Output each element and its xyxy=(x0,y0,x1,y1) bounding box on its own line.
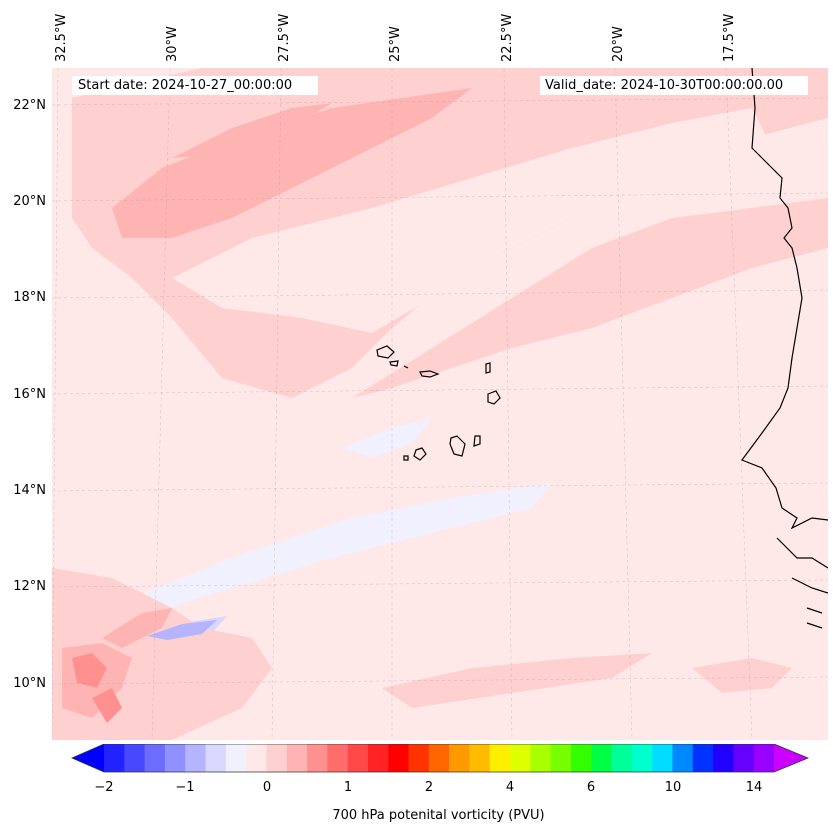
colorbar-segment xyxy=(144,744,166,772)
colorbar-segment xyxy=(124,744,146,772)
cbar-tick-6: 6 xyxy=(586,780,596,795)
cbar-tick-neg1: −1 xyxy=(175,780,195,795)
colorbar-label: 700 hPa potenital vorticity (PVU) xyxy=(332,808,545,823)
colorbar-extend-max xyxy=(774,744,808,772)
cbar-tick-10: 10 xyxy=(664,780,682,795)
map-gridlines xyxy=(52,68,828,740)
cbar-tick-0: 0 xyxy=(262,780,272,795)
pv-patch-upper-left xyxy=(112,88,472,238)
colorbar-segment xyxy=(611,744,633,772)
cbar-tick-14: 14 xyxy=(745,780,763,795)
lat-label-14n: 14°N xyxy=(13,483,46,498)
colorbar-segment xyxy=(449,744,470,772)
lon-label-20w: 20°W xyxy=(611,26,626,62)
colorbar-segment xyxy=(530,744,552,772)
lon-label-22-5w: 22.5°W xyxy=(500,13,515,62)
colorbar-segments xyxy=(72,744,808,772)
lat-label-10n: 10°N xyxy=(13,676,46,691)
colorbar-segment xyxy=(104,744,125,772)
pv-map xyxy=(52,68,828,740)
africa-coastline xyxy=(741,68,828,530)
colorbar-segment xyxy=(692,744,714,772)
lat-label-18n: 18°N xyxy=(13,290,46,305)
colorbar-segment xyxy=(428,744,450,772)
pv-patch-sw-band xyxy=(102,608,172,648)
colorbar-segment xyxy=(225,744,247,772)
pv-negative-band xyxy=(132,483,552,613)
colorbar-segment xyxy=(327,744,349,772)
colorbar-segment xyxy=(652,744,673,772)
valid-date-label: Valid_date: 2024-10-30T00:00:00.00 xyxy=(540,76,808,95)
lat-label-20n: 20°N xyxy=(13,194,46,209)
colorbar-segment xyxy=(367,744,389,772)
cbar-tick-1: 1 xyxy=(343,780,353,795)
colorbar-segment xyxy=(672,744,694,772)
colorbar-segment xyxy=(307,744,328,772)
pv-patch-upper-mid xyxy=(172,103,332,158)
lat-label-22n: 22°N xyxy=(13,98,46,113)
colorbar-segment xyxy=(631,744,653,772)
colorbar-segment xyxy=(164,744,186,772)
colorbar-segment xyxy=(185,744,207,772)
colorbar-segment xyxy=(246,744,267,772)
colorbar-segment xyxy=(713,744,734,772)
pv-patch-lower-left-core xyxy=(72,653,107,688)
colorbar-segment xyxy=(733,744,755,772)
colorbar-segment xyxy=(510,744,531,772)
cape-verde-islands xyxy=(376,345,501,461)
colorbar-segment xyxy=(550,744,572,772)
colorbar-segment xyxy=(388,744,410,772)
colorbar-segment xyxy=(408,744,430,772)
colorbar-segment xyxy=(266,744,288,772)
colorbar-segment xyxy=(489,744,511,772)
cbar-tick-neg2: −2 xyxy=(94,780,114,795)
lat-label-12n: 12°N xyxy=(13,579,46,594)
lat-label-16n: 16°N xyxy=(13,387,46,402)
colorbar-segment xyxy=(469,744,491,772)
colorbar-outline xyxy=(71,744,810,773)
colorbar-extend-min xyxy=(72,744,104,772)
colorbar-segment xyxy=(286,744,308,772)
pv-patch-bottom xyxy=(382,653,652,708)
pv-negative-patch-islands xyxy=(342,418,432,458)
pv-negative-patch-lower xyxy=(147,620,217,640)
start-date-label: Start date: 2024-10-27_00:00:00 xyxy=(72,76,318,95)
lon-label-30w: 30°W xyxy=(165,26,180,62)
colorbar-segment xyxy=(347,744,369,772)
lon-label-27-5w: 27.5°W xyxy=(277,13,292,62)
lon-label-32-5w: 32.5°W xyxy=(54,13,69,62)
colorbar-segment xyxy=(570,744,592,772)
pv-patch-bottom-right xyxy=(692,658,792,693)
colorbar-segment xyxy=(591,744,613,772)
colorbar-segment xyxy=(205,744,227,772)
cbar-tick-2: 2 xyxy=(424,780,434,795)
cbar-tick-4: 4 xyxy=(505,780,515,795)
pv-band-diagonal xyxy=(352,198,828,398)
colorbar xyxy=(71,744,810,773)
pv-patch-lower-left-core2 xyxy=(92,688,122,723)
lon-label-25w: 25°W xyxy=(388,26,403,62)
africa-coastline-south xyxy=(776,537,828,629)
pv-band-upper-inner xyxy=(172,108,772,333)
lon-label-17-5w: 17.5°W xyxy=(722,13,737,62)
colorbar-segment xyxy=(753,744,775,772)
